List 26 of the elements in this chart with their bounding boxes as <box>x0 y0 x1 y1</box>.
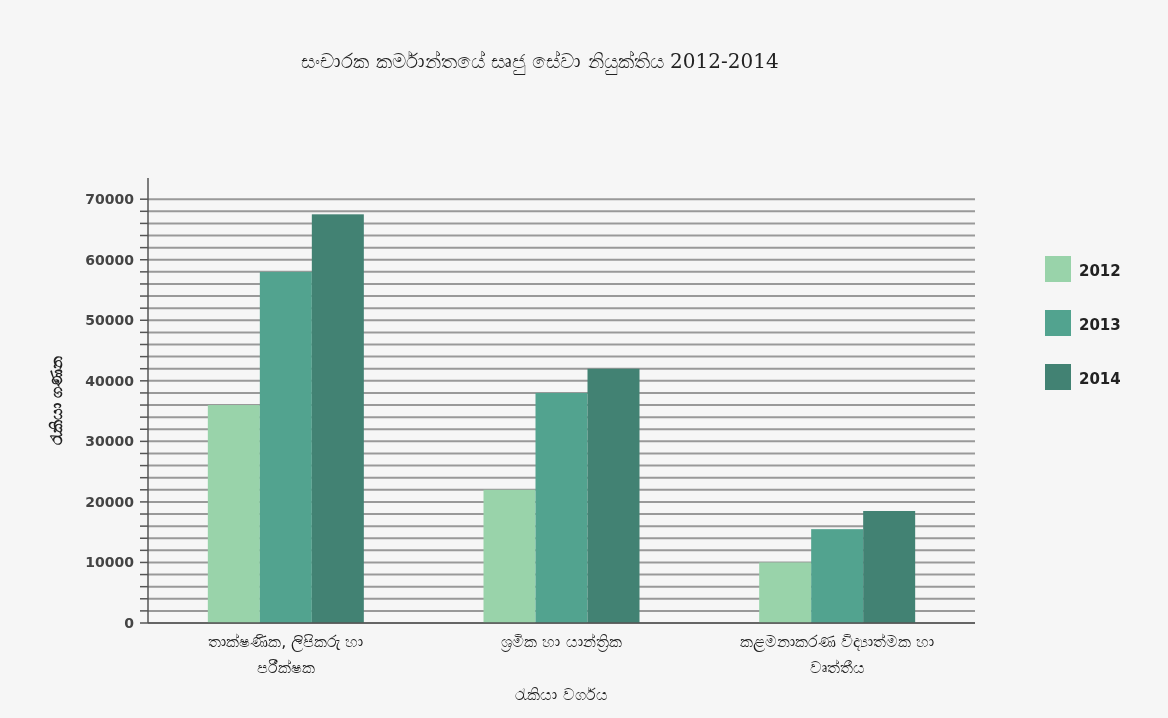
y-tick-label: 40000 <box>85 372 135 389</box>
y-axis-title: රැකියා ගණන <box>47 355 66 446</box>
chart-title: සංචාරක කර්මාන්තයේ සෘජු සේවා නියුක්තිය 2012-2014 <box>301 49 779 75</box>
bar <box>207 405 260 623</box>
y-tick-label: 30000 <box>85 433 135 450</box>
bar <box>587 368 640 623</box>
bar <box>259 271 312 623</box>
bar <box>535 392 588 623</box>
bar <box>483 489 536 623</box>
y-tick-label: 70000 <box>85 191 135 208</box>
x-tick-label: තාක්ෂණික, ලිපිකරු හා පරීක්ෂක <box>208 632 364 677</box>
y-tick-label: 50000 <box>85 312 135 329</box>
bar <box>863 510 916 623</box>
bar <box>311 214 364 623</box>
x-axis-title: රැකියා වර්ගය <box>515 685 608 704</box>
y-tick-label: 10000 <box>85 554 135 571</box>
x-tick-label: කළමනාකරණ විද්‍යාත්මක හා වෘත්තීය <box>740 632 935 677</box>
legend-label: 2012 <box>1079 262 1121 280</box>
legend-label: 2013 <box>1079 316 1121 334</box>
y-tick-label: 20000 <box>85 493 135 510</box>
bar <box>759 562 812 623</box>
bar <box>811 529 864 623</box>
y-tick-label: 60000 <box>85 251 135 268</box>
legend-label: 2014 <box>1079 370 1121 388</box>
y-tick-label: 0 <box>124 615 135 631</box>
x-tick-label: ශ්‍රමික හා යාන්ත්‍රික <box>501 632 622 652</box>
